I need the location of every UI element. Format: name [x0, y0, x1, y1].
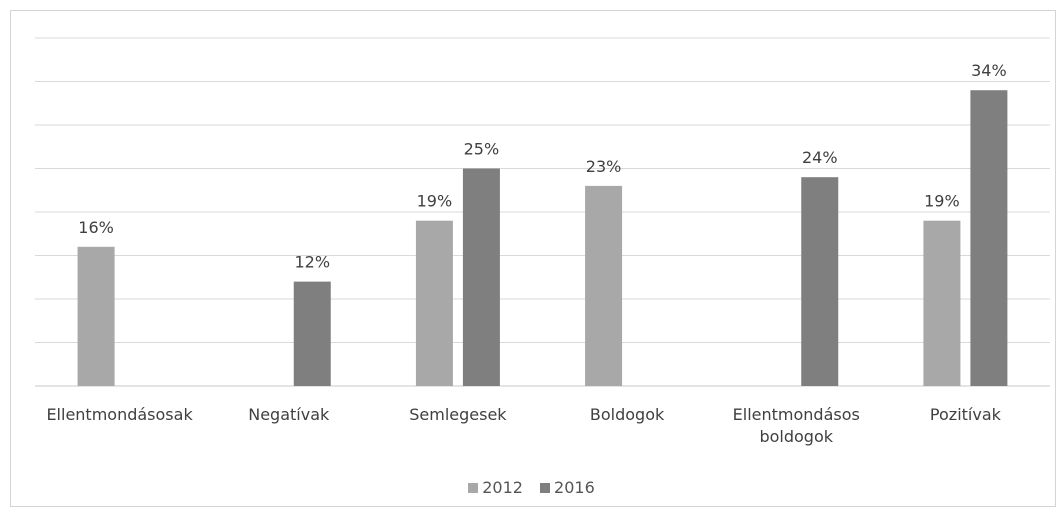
data-label-2012-0: 16% [78, 218, 114, 237]
data-label-2016-4: 24% [802, 148, 838, 167]
category-label-3: Boldogok [590, 405, 665, 424]
bar-2012-3 [585, 185, 623, 386]
data-label-2016-2: 25% [464, 140, 500, 159]
legend-label-2012: 2012 [482, 478, 523, 497]
bar-2012-5 [923, 220, 961, 386]
bar-2016-1 [293, 281, 331, 386]
legend-item-2012: 2012 [468, 478, 523, 497]
category-label-4: Ellentmondásos [733, 405, 860, 424]
category-label-1: Negatívak [248, 405, 330, 424]
chart-frame [10, 10, 1056, 507]
bar-2012-0 [77, 246, 115, 386]
data-label-2012-3: 23% [586, 157, 622, 176]
bar-2016-2 [462, 168, 500, 386]
category-label-2: Semlegesek [409, 405, 507, 424]
category-label-0: Ellentmondásosak [46, 405, 193, 424]
legend: 2012 2016 [0, 478, 1063, 497]
category-label-5: Pozitívak [930, 405, 1002, 424]
legend-item-2016: 2016 [540, 478, 595, 497]
bar-2012-2 [415, 220, 453, 386]
data-label-2016-1: 12% [294, 253, 330, 272]
data-label-2016-5: 34% [971, 61, 1007, 80]
bar-2016-4 [801, 177, 839, 386]
legend-swatch-2012 [468, 483, 479, 493]
bar-2016-5 [970, 90, 1008, 386]
category-label-4: boldogok [759, 427, 833, 446]
legend-swatch-2016 [540, 483, 551, 493]
data-label-2012-5: 19% [924, 192, 960, 211]
legend-label-2016: 2016 [554, 478, 595, 497]
data-label-2012-2: 19% [417, 192, 453, 211]
